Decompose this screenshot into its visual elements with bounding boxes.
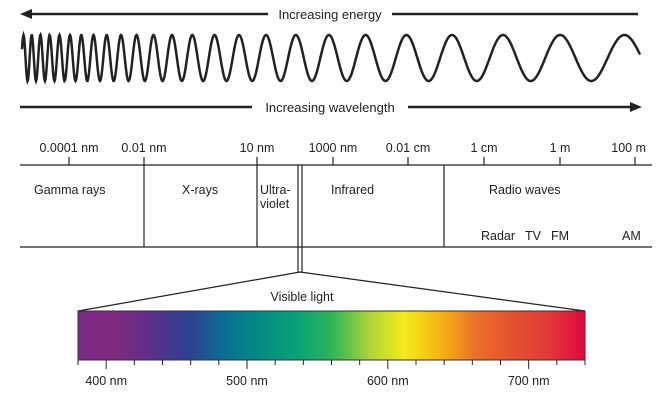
region-xrays: X-rays — [182, 183, 218, 197]
energy-label: Increasing energy — [278, 7, 382, 22]
energy-arrow — [20, 9, 638, 19]
region-radio: Radio waves — [489, 183, 561, 197]
visible-tick-label: 400 nm — [85, 374, 127, 388]
region-uv-2: violet — [260, 197, 290, 211]
scale-tick-label: 1 cm — [470, 141, 497, 155]
region-gamma: Gamma rays — [34, 183, 106, 197]
visible-funnel — [77, 271, 586, 312]
scale-tick-label: 0.01 cm — [386, 141, 430, 155]
visible-spectrum-bar — [77, 310, 586, 361]
wavelength-label: Increasing wavelength — [265, 100, 394, 115]
wave — [20, 30, 642, 86]
scale-tick-label: 10 nm — [240, 141, 275, 155]
arrow-right-icon — [630, 102, 642, 112]
visible-label: Visible light — [270, 290, 334, 304]
band-tv: TV — [525, 229, 542, 243]
scale-tick-label: 0.0001 nm — [39, 141, 98, 155]
scale-tick-label: 1000 nm — [309, 141, 358, 155]
visible-tick-label: 700 nm — [508, 374, 550, 388]
region-infrared: Infrared — [331, 183, 374, 197]
visible-tick-label: 600 nm — [367, 374, 409, 388]
scale-tick-label: 1 m — [550, 141, 571, 155]
band-am: AM — [622, 229, 641, 243]
band-fm: FM — [551, 229, 569, 243]
scale-tick-label: 100 m — [611, 141, 646, 155]
visible-tick-label: 500 nm — [226, 374, 268, 388]
region-uv-1: Ultra- — [260, 183, 291, 197]
wavelength-arrow — [20, 102, 642, 112]
region-dividers — [143, 165, 445, 272]
scale-tick-label: 0.01 nm — [121, 141, 166, 155]
arrow-left-icon — [20, 9, 32, 19]
band-radar: Radar — [481, 229, 515, 243]
